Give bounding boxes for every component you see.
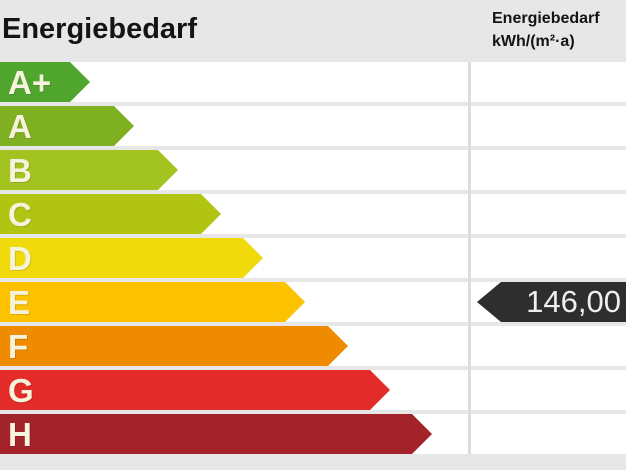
rating-arrow: F bbox=[0, 326, 348, 366]
rating-label: G bbox=[8, 372, 34, 409]
rating-arrow: H bbox=[0, 414, 432, 454]
rating-arrow: D bbox=[0, 238, 263, 278]
bottom-margin-band bbox=[0, 454, 626, 470]
rating-arrow: E bbox=[0, 282, 305, 322]
value-column-header-line1: Energiebedarf bbox=[492, 10, 600, 27]
rating-arrow: C bbox=[0, 194, 221, 234]
energy-value: 146,00 bbox=[526, 284, 621, 319]
rating-arrow: G bbox=[0, 370, 390, 410]
rating-label: B bbox=[8, 152, 32, 189]
value-column-header: Energiebedarf kWh/(m²·a) bbox=[492, 7, 600, 53]
rating-label: E bbox=[8, 284, 31, 321]
rating-label: D bbox=[8, 240, 32, 277]
rating-label: A+ bbox=[8, 64, 52, 101]
value-indicator-arrow: 146,00 bbox=[477, 282, 626, 322]
rating-arrow: A+ bbox=[0, 62, 90, 102]
rating-arrow: A bbox=[0, 106, 134, 146]
rating-arrow: B bbox=[0, 150, 178, 190]
rating-row-a-plus bbox=[0, 62, 626, 102]
page-title: Energiebedarf bbox=[2, 13, 197, 45]
column-divider bbox=[468, 62, 471, 454]
rating-label: H bbox=[8, 416, 32, 453]
rating-label: A bbox=[8, 108, 32, 145]
rating-label: C bbox=[8, 196, 32, 233]
rating-label: F bbox=[8, 328, 29, 365]
value-column-header-line2: kWh/(m²·a) bbox=[492, 33, 575, 50]
